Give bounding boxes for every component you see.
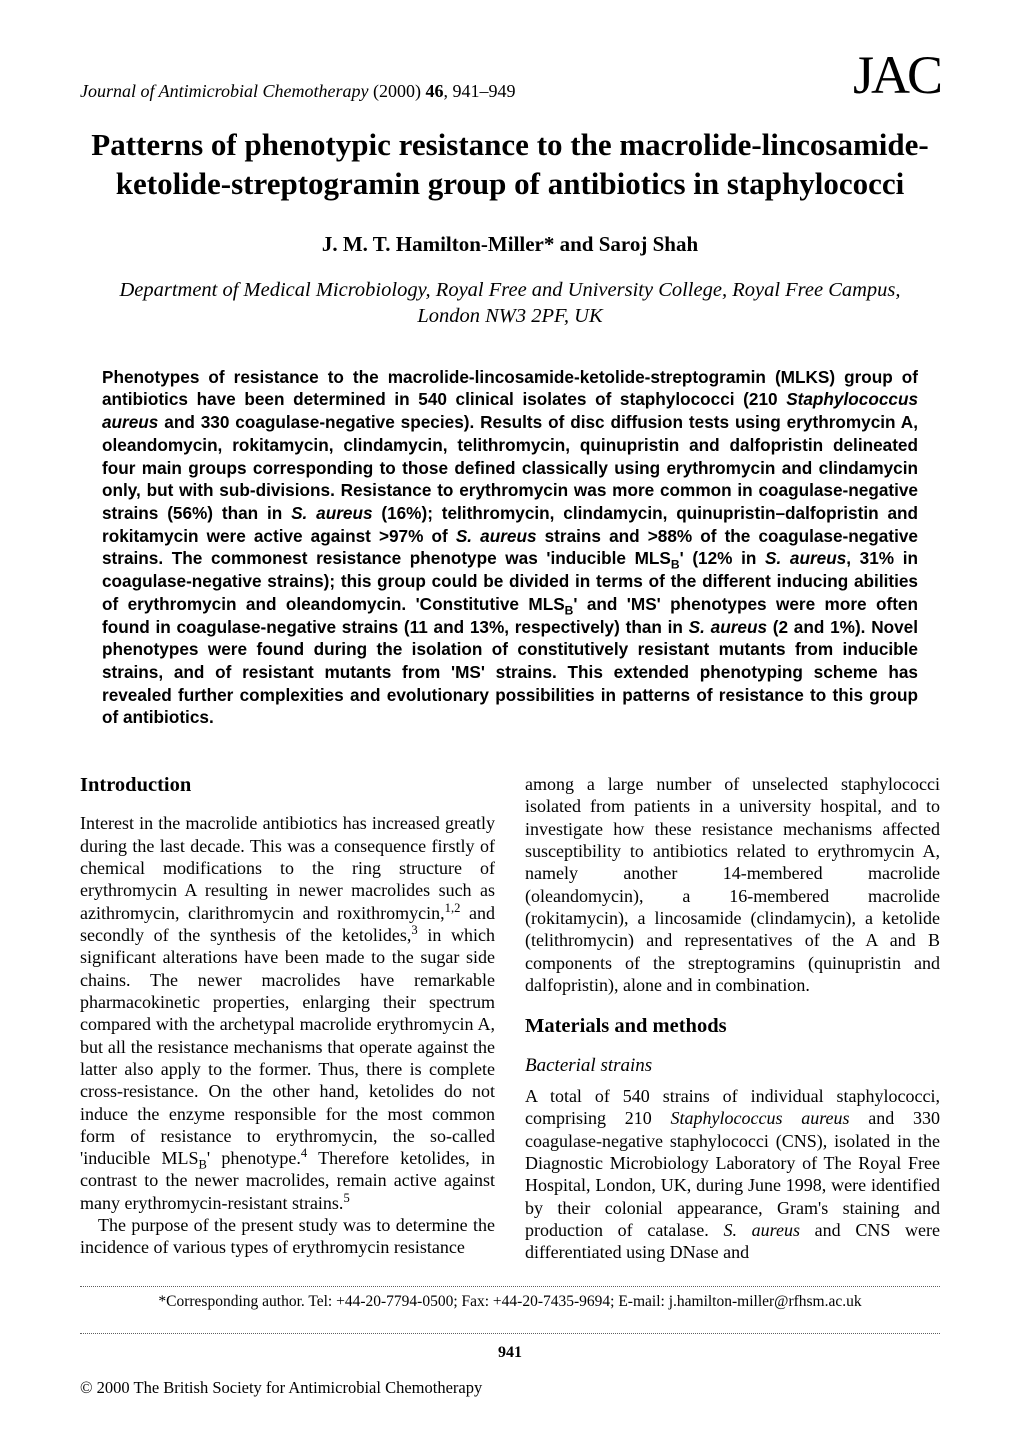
page-number: 941 — [80, 1344, 940, 1362]
abstract-taxon: S. aureus — [291, 503, 372, 523]
subsection-head-bacterial-strains: Bacterial strains — [525, 1054, 940, 1078]
jac-logo: JAC — [853, 48, 940, 102]
article-title: Patterns of phenotypic resistance to the… — [80, 126, 940, 204]
abstract-taxon: S. aureus — [765, 548, 846, 568]
authors: J. M. T. Hamilton-Miller* and Saroj Shah — [80, 232, 940, 257]
body-columns: Introduction Interest in the macrolide a… — [80, 773, 940, 1264]
page: Journal of Antimicrobial Chemotherapy (2… — [0, 0, 1020, 1438]
intro-para-2-cont: among a large number of unselected staph… — [525, 773, 940, 996]
header-row: Journal of Antimicrobial Chemotherapy (2… — [80, 48, 940, 102]
methods-para-1: A total of 540 strains of individual sta… — [525, 1085, 940, 1264]
affiliation-line-1: Department of Medical Microbiology, Roya… — [119, 279, 900, 301]
corresponding-author: *Corresponding author. Tel: +44-20-7794-… — [80, 1293, 940, 1311]
right-column: among a large number of unselected staph… — [525, 773, 940, 1264]
abstract: Phenotypes of resistance to the macrolid… — [102, 366, 918, 729]
abstract-taxon: S. aureus — [456, 526, 537, 546]
journal-citation: Journal of Antimicrobial Chemotherapy (2… — [80, 81, 515, 102]
body-text: ' phenotype. — [207, 1148, 301, 1168]
taxon: S. aureus — [723, 1220, 800, 1240]
section-head-materials-methods: Materials and methods — [525, 1014, 940, 1039]
copyright: © 2000 The British Society for Antimicro… — [80, 1378, 940, 1398]
citation-superscript: 1,2 — [445, 901, 461, 915]
section-head-introduction: Introduction — [80, 773, 495, 798]
journal-name: Journal of Antimicrobial Chemotherapy — [80, 81, 368, 101]
abstract-subscript: B — [671, 558, 680, 572]
intro-para-1: Interest in the macrolide antibiotics ha… — [80, 812, 495, 1214]
body-text: in which significant alterations have be… — [80, 925, 495, 1168]
journal-year: (2000) — [373, 81, 421, 101]
abstract-taxon: S. aureus — [689, 617, 767, 637]
intro-para-2: The purpose of the present study was to … — [80, 1214, 495, 1259]
journal-volume: 46 — [425, 81, 443, 101]
affiliation-line-2: London NW3 2PF, UK — [417, 305, 602, 327]
affiliation: Department of Medical Microbiology, Roya… — [80, 277, 940, 330]
divider-rule — [80, 1286, 940, 1287]
abstract-text: ' (12% in — [680, 548, 765, 568]
journal-pages: , 941–949 — [443, 81, 515, 101]
title-line-1: Patterns of phenotypic resistance to the… — [91, 127, 928, 162]
left-column: Introduction Interest in the macrolide a… — [80, 773, 495, 1264]
citation-superscript: 5 — [343, 1191, 349, 1205]
divider-rule — [80, 1333, 940, 1334]
title-line-2: ketolide-streptogramin group of antibiot… — [116, 166, 905, 201]
taxon: Staphylococcus aureus — [670, 1108, 849, 1128]
body-text: Interest in the macrolide antibiotics ha… — [80, 813, 495, 922]
